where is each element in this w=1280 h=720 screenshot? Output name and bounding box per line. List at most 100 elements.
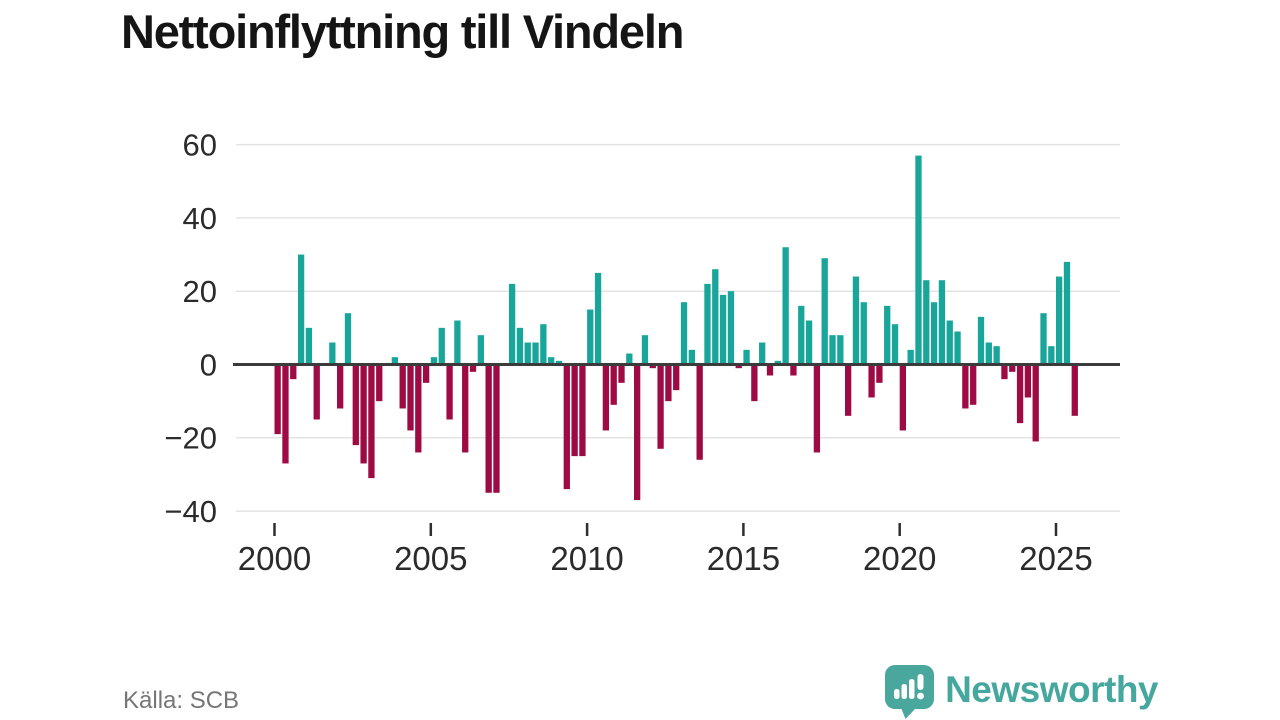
bar: [399, 364, 406, 409]
bar: [1071, 364, 1078, 416]
bar: [602, 364, 610, 431]
bar: [610, 364, 617, 405]
bar: [727, 291, 735, 365]
bar: [368, 364, 375, 479]
bar: [766, 364, 774, 376]
bar: [532, 342, 539, 365]
bar: [704, 283, 711, 365]
bar: [571, 364, 578, 457]
bar: [485, 364, 492, 493]
x-axis-label: 2025: [1019, 540, 1092, 577]
bar: [297, 254, 305, 365]
bar: [446, 364, 453, 420]
bar: [665, 364, 672, 402]
bar: [587, 309, 594, 365]
bar: [844, 364, 852, 416]
bar: [438, 327, 445, 365]
bar: [798, 305, 805, 365]
x-axis-label: 2020: [863, 540, 936, 577]
bar: [422, 364, 430, 383]
bar: [337, 364, 344, 409]
bar: [563, 364, 570, 490]
bar: [290, 364, 297, 380]
newsworthy-wordmark: Newsworthy: [945, 668, 1158, 710]
bar: [1048, 346, 1055, 365]
bar: [516, 327, 524, 365]
bar: [360, 364, 367, 464]
bar: [540, 324, 547, 365]
source-label: Källa: SCB: [123, 687, 240, 714]
bar: [454, 320, 461, 365]
bar: [469, 364, 477, 372]
bar: [1016, 364, 1024, 424]
bar: [305, 327, 313, 365]
bar: [923, 280, 930, 365]
bar: [548, 357, 555, 365]
bar: [688, 349, 695, 365]
bar: [657, 364, 664, 449]
bar: [805, 320, 813, 365]
y-axis-label: 40: [183, 201, 217, 236]
bar: [813, 364, 821, 453]
bar: [759, 342, 766, 365]
y-axis-label: 0: [200, 347, 217, 382]
x-axis-label: 2015: [707, 540, 780, 577]
bar: [352, 364, 359, 446]
bar: [329, 342, 336, 365]
bar: [415, 364, 422, 453]
bar: [985, 342, 992, 365]
bar: [344, 313, 352, 365]
bar: [930, 302, 938, 365]
bar: [1056, 276, 1063, 365]
bar: [954, 331, 961, 365]
bar: [899, 364, 906, 431]
bar: [977, 316, 985, 365]
bar: [626, 353, 633, 365]
bar: [884, 305, 891, 365]
bar: [1040, 313, 1047, 365]
x-axis-label: 2000: [238, 540, 311, 577]
bar: [970, 364, 977, 405]
bar: [868, 364, 875, 398]
bar: [1024, 364, 1032, 398]
bar: [508, 283, 516, 365]
y-axis-label: 20: [183, 274, 217, 309]
bar: [430, 357, 438, 365]
bar: [524, 342, 531, 365]
bar: [313, 364, 320, 420]
bar: [837, 335, 844, 365]
bar: [594, 272, 602, 365]
bar: [579, 364, 586, 457]
x-axis-label: 2010: [550, 540, 623, 577]
bar: [493, 364, 500, 493]
bar: [1032, 364, 1039, 442]
y-axis-label: −20: [164, 421, 217, 456]
bar: [633, 364, 641, 501]
bar: [852, 276, 860, 365]
bar: [915, 155, 922, 365]
bar: [860, 302, 867, 365]
bar: [712, 269, 719, 365]
bar: [555, 360, 563, 365]
bar: [391, 357, 399, 365]
bar: [462, 364, 469, 453]
bar: [876, 364, 883, 383]
bar: [618, 364, 625, 383]
bar: [946, 320, 953, 365]
bar: [751, 364, 758, 402]
bar: [282, 364, 289, 464]
bar: [680, 302, 688, 365]
bar: [477, 335, 484, 365]
bar: [649, 364, 656, 369]
bar: [641, 335, 649, 365]
bar: [735, 364, 742, 369]
y-axis-label: −40: [164, 494, 217, 529]
x-axis-label: 2005: [394, 540, 467, 577]
bar: [1063, 261, 1071, 365]
bar: [891, 324, 899, 365]
y-axis-label: 60: [183, 127, 217, 162]
newsworthy-logo-icon: [885, 665, 935, 719]
chart-title: Nettoinflyttning till Vindeln: [121, 5, 684, 58]
